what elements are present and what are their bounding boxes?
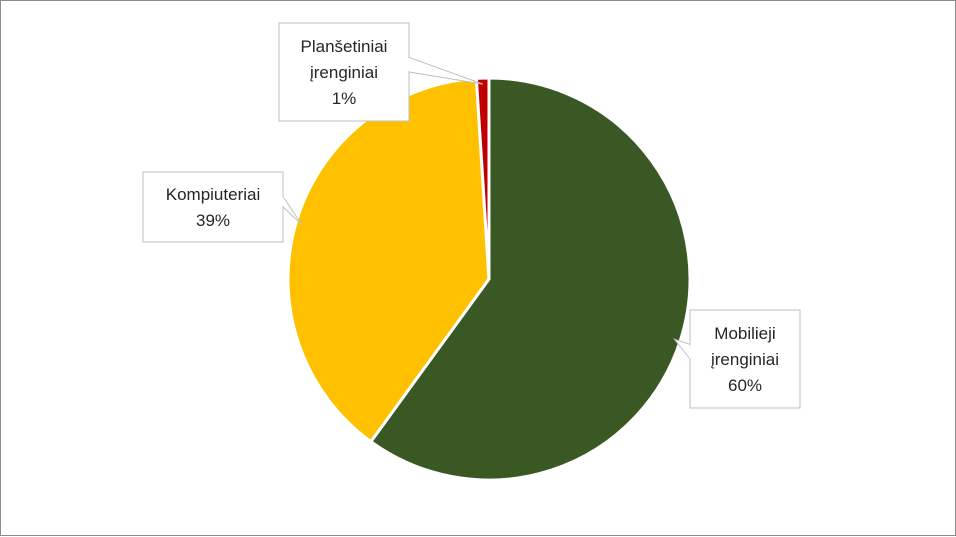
callout-pointer xyxy=(282,196,303,225)
data-label-percent: 39% xyxy=(196,211,230,230)
callout-pointer xyxy=(673,338,691,360)
pie-slice-1 xyxy=(286,76,491,444)
pie-slice-2 xyxy=(474,76,491,281)
data-label-name: įrenginiai xyxy=(310,63,378,82)
data-label-percent: 1% xyxy=(332,89,357,108)
callout-box xyxy=(142,171,284,243)
data-label-2: Planšetiniai įrenginiai 1% xyxy=(278,22,484,122)
data-label-name: įrenginiai xyxy=(711,350,779,369)
data-label-percent: 60% xyxy=(728,376,762,395)
callout-box xyxy=(689,309,801,409)
callout-pointer xyxy=(408,56,484,85)
data-label-name: Planšetiniai xyxy=(301,37,388,56)
callout-box xyxy=(278,22,410,122)
data-label-name: Kompiuteriai xyxy=(166,185,261,204)
data-label-1: Kompiuteriai 39% xyxy=(142,171,303,243)
data-label-0: Mobilieji įrenginiai 60% xyxy=(673,309,801,409)
data-label-name: Mobilieji xyxy=(714,324,775,343)
